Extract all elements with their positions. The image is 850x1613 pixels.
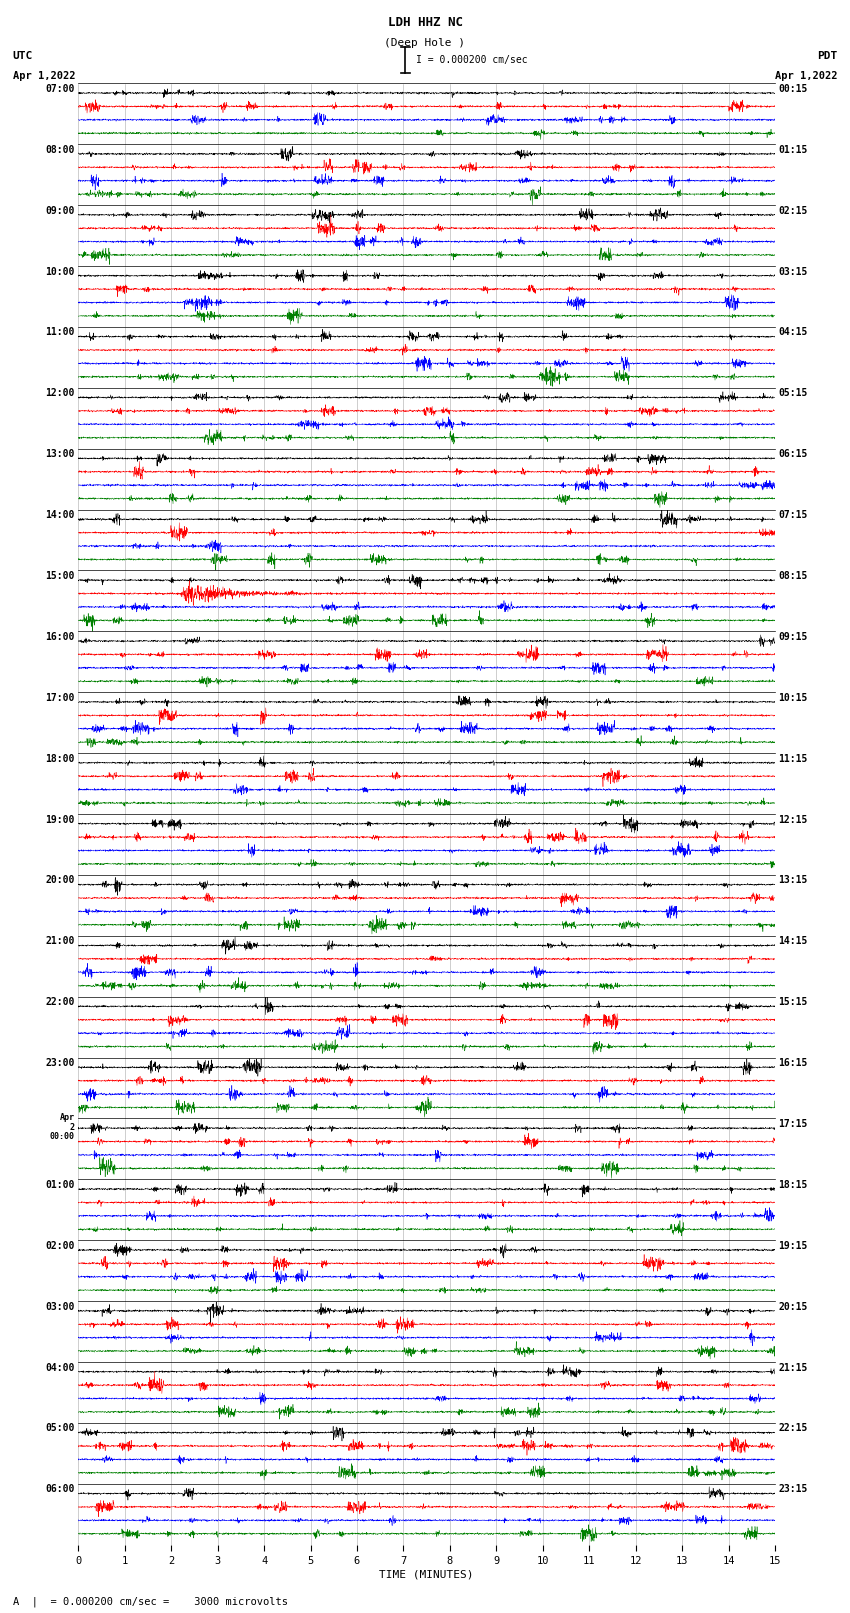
Text: 10:15: 10:15 (779, 694, 808, 703)
Text: 20:15: 20:15 (779, 1302, 808, 1311)
Text: A  |  = 0.000200 cm/sec =    3000 microvolts: A | = 0.000200 cm/sec = 3000 microvolts (13, 1595, 288, 1607)
Text: 21:00: 21:00 (45, 936, 75, 947)
Text: PDT: PDT (817, 52, 837, 61)
Text: 16:15: 16:15 (779, 1058, 808, 1068)
Text: 22:15: 22:15 (779, 1424, 808, 1434)
Text: 06:15: 06:15 (779, 450, 808, 460)
Text: 09:15: 09:15 (779, 632, 808, 642)
Text: 14:15: 14:15 (779, 936, 808, 947)
Text: 13:00: 13:00 (45, 450, 75, 460)
Text: 11:15: 11:15 (779, 753, 808, 763)
Text: 23:15: 23:15 (779, 1484, 808, 1494)
Text: I = 0.000200 cm/sec: I = 0.000200 cm/sec (416, 55, 528, 65)
Text: 04:15: 04:15 (779, 327, 808, 337)
Text: UTC: UTC (13, 52, 33, 61)
Text: 07:15: 07:15 (779, 510, 808, 519)
Text: 05:00: 05:00 (45, 1424, 75, 1434)
Text: 18:00: 18:00 (45, 753, 75, 763)
Text: 01:00: 01:00 (45, 1181, 75, 1190)
Text: 01:15: 01:15 (779, 145, 808, 155)
Text: 17:15: 17:15 (779, 1119, 808, 1129)
Text: 08:00: 08:00 (45, 145, 75, 155)
Text: 09:00: 09:00 (45, 206, 75, 216)
Text: 06:00: 06:00 (45, 1484, 75, 1494)
Text: 00:15: 00:15 (779, 84, 808, 94)
Text: 15:00: 15:00 (45, 571, 75, 581)
Text: 16:00: 16:00 (45, 632, 75, 642)
Text: 07:00: 07:00 (45, 84, 75, 94)
Text: 12:00: 12:00 (45, 389, 75, 398)
Text: 22:00: 22:00 (45, 997, 75, 1007)
Text: 21:15: 21:15 (779, 1363, 808, 1373)
Text: Apr 1,2022: Apr 1,2022 (13, 71, 76, 81)
Text: 04:00: 04:00 (45, 1363, 75, 1373)
Text: 05:15: 05:15 (779, 389, 808, 398)
Text: 12:15: 12:15 (779, 815, 808, 824)
Text: Apr 1,2022: Apr 1,2022 (774, 71, 837, 81)
Text: 11:00: 11:00 (45, 327, 75, 337)
Text: LDH HHZ NC: LDH HHZ NC (388, 16, 462, 29)
Text: 03:15: 03:15 (779, 266, 808, 276)
Text: 02:15: 02:15 (779, 206, 808, 216)
Text: 14:00: 14:00 (45, 510, 75, 519)
Text: (Deep Hole ): (Deep Hole ) (384, 39, 466, 48)
Text: 18:15: 18:15 (779, 1181, 808, 1190)
X-axis label: TIME (MINUTES): TIME (MINUTES) (379, 1569, 474, 1579)
Text: 02:00: 02:00 (45, 1240, 75, 1250)
Text: 17:00: 17:00 (45, 694, 75, 703)
Text: 23:00: 23:00 (45, 1058, 75, 1068)
Text: Apr
 2
00:00: Apr 2 00:00 (50, 1113, 75, 1142)
Text: 15:15: 15:15 (779, 997, 808, 1007)
Text: 19:15: 19:15 (779, 1240, 808, 1250)
Text: 13:15: 13:15 (779, 876, 808, 886)
Text: 19:00: 19:00 (45, 815, 75, 824)
Text: 20:00: 20:00 (45, 876, 75, 886)
Text: 10:00: 10:00 (45, 266, 75, 276)
Text: 03:00: 03:00 (45, 1302, 75, 1311)
Text: 08:15: 08:15 (779, 571, 808, 581)
